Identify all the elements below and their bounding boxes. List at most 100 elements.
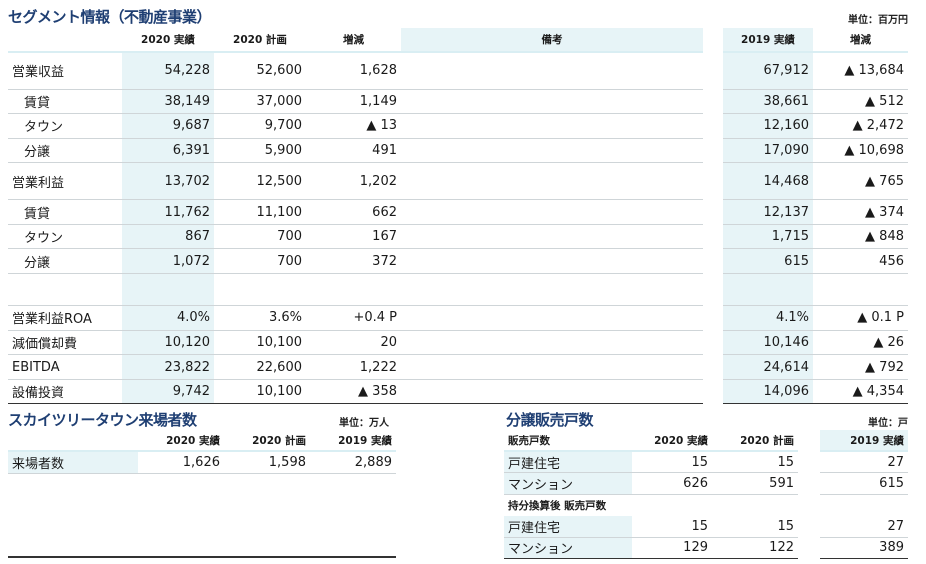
visitors-2020-actual: 1,626 <box>138 451 224 474</box>
row-label: 分譲 <box>8 248 122 275</box>
value-2020-plan: 10,100 <box>214 379 306 405</box>
value-2020-plan: 22,600 <box>214 354 306 380</box>
value-diff-2019: ▲ 765 <box>813 162 908 201</box>
value-2020-actual: 38,149 <box>122 89 214 115</box>
table-row: 営業利益ROA 4.0% 3.6% +0.4 P 4.1% ▲ 0.1 P <box>8 305 908 331</box>
value-diff-2019: ▲ 13,684 <box>813 52 908 90</box>
skytree-header-2019-actual: 2019 実績 <box>310 430 396 452</box>
sales-condo-2020-actual: 626 <box>632 472 712 495</box>
value-notes <box>401 224 703 250</box>
value-2020-actual: 6,391 <box>122 138 214 164</box>
table-row: 戸建住宅 15 15 27 <box>504 451 908 473</box>
value-diff-2019 <box>813 273 908 307</box>
table-row: 賃貸 11,762 11,100 662 12,137 ▲ 374 <box>8 199 908 225</box>
value-2020-actual: 11,762 <box>122 199 214 225</box>
value-2019-actual: 12,137 <box>723 199 813 225</box>
table-row: 減価償却費 10,120 10,100 20 10,146 ▲ 26 <box>8 330 908 356</box>
value-2020-actual: 54,228 <box>122 52 214 90</box>
value-2020-actual: 1,072 <box>122 248 214 275</box>
sales-equity-house-label: 戸建住宅 <box>504 515 632 538</box>
value-diff: ▲ 358 <box>306 379 401 405</box>
value-diff: 491 <box>306 138 401 164</box>
value-2019-actual: 14,468 <box>723 162 813 201</box>
header-diff: 増減 <box>306 28 401 53</box>
value-2019-actual: 615 <box>723 248 813 275</box>
value-diff-2019: ▲ 512 <box>813 89 908 115</box>
value-diff-2019: ▲ 2,472 <box>813 113 908 139</box>
value-2020-actual <box>122 273 214 307</box>
value-2020-actual: 10,120 <box>122 330 214 356</box>
row-label: 営業収益 <box>8 52 122 90</box>
value-2020-actual: 867 <box>122 224 214 250</box>
table-row: 営業収益 54,228 52,600 1,628 67,912 ▲ 13,684 <box>8 52 908 90</box>
sales-equity-condo-label: マンション <box>504 537 632 559</box>
value-2019-actual: 14,096 <box>723 379 813 405</box>
skytree-unit: 単位：万人 <box>339 418 389 429</box>
value-2019-actual: 17,090 <box>723 138 813 164</box>
row-label: EBITDA <box>8 354 122 380</box>
value-notes <box>401 199 703 225</box>
table-row: タウン 867 700 167 1,715 ▲ 848 <box>8 224 908 250</box>
value-notes <box>401 113 703 139</box>
value-2019-actual: 67,912 <box>723 52 813 90</box>
row-label: タウン <box>8 224 122 250</box>
header-2020-actual: 2020 実績 <box>122 28 214 53</box>
table-row <box>8 273 908 307</box>
row-label <box>8 273 122 307</box>
value-2019-actual: 38,661 <box>723 89 813 115</box>
table-row: 戸建住宅 15 15 27 <box>504 515 908 538</box>
table-row: EBITDA 23,822 22,600 1,222 24,614 ▲ 792 <box>8 354 908 380</box>
value-2019-actual: 12,160 <box>723 113 813 139</box>
value-2020-plan: 12,500 <box>214 162 306 201</box>
sales-house-2020-actual: 15 <box>632 451 712 473</box>
value-diff: 20 <box>306 330 401 356</box>
sales-house-2020-plan: 15 <box>712 451 798 473</box>
value-2020-plan: 9,700 <box>214 113 306 139</box>
table-row: 来場者数 1,626 1,598 2,889 <box>8 451 396 474</box>
divider <box>8 556 396 558</box>
value-2020-plan: 3.6% <box>214 305 306 331</box>
value-notes <box>401 305 703 331</box>
value-2020-plan: 52,600 <box>214 52 306 90</box>
value-2019-actual: 24,614 <box>723 354 813 380</box>
visitors-2020-plan: 1,598 <box>224 451 310 474</box>
sales-condo-2020-plan: 591 <box>712 472 798 495</box>
value-notes <box>401 379 703 405</box>
value-2020-actual: 9,687 <box>122 113 214 139</box>
value-diff-2019: ▲ 10,698 <box>813 138 908 164</box>
sales-equity-condo-2019-actual: 389 <box>820 537 908 559</box>
skytree-header-2020-actual: 2020 実績 <box>138 430 224 452</box>
sales-house-label: 戸建住宅 <box>504 451 632 473</box>
table-row: 設備投資 9,742 10,100 ▲ 358 14,096 ▲ 4,354 <box>8 379 908 405</box>
sales-house-2019-actual: 27 <box>820 451 908 473</box>
skytree-table: 2020 実績 2020 計画 2019 実績 来場者数 1,626 1,598… <box>8 430 396 474</box>
visitors-label: 来場者数 <box>8 451 138 474</box>
value-notes <box>401 138 703 164</box>
row-label: 設備投資 <box>8 379 122 405</box>
visitors-2019-actual: 2,889 <box>310 451 396 474</box>
value-diff: 372 <box>306 248 401 275</box>
value-2019-actual: 1,715 <box>723 224 813 250</box>
table-row: 賃貸 38,149 37,000 1,149 38,661 ▲ 512 <box>8 89 908 115</box>
value-2020-actual: 9,742 <box>122 379 214 405</box>
value-diff-2019: 456 <box>813 248 908 275</box>
value-2020-plan: 5,900 <box>214 138 306 164</box>
value-diff: 1,149 <box>306 89 401 115</box>
sales-header-2020-actual: 2020 実績 <box>632 430 712 452</box>
value-notes <box>401 330 703 356</box>
row-label: 営業利益 <box>8 162 122 201</box>
sales-equity-house-2020-plan: 15 <box>712 515 798 538</box>
value-diff: 1,222 <box>306 354 401 380</box>
value-diff: ▲ 13 <box>306 113 401 139</box>
value-notes <box>401 248 703 275</box>
value-diff: +0.4 P <box>306 305 401 331</box>
skytree-header-2020-plan: 2020 計画 <box>224 430 310 452</box>
value-notes <box>401 354 703 380</box>
header-2019-actual: 2019 実績 <box>723 28 813 53</box>
value-diff: 1,628 <box>306 52 401 90</box>
value-diff-2019: ▲ 374 <box>813 199 908 225</box>
value-diff <box>306 273 401 307</box>
segment-title: セグメント情報（不動産事業） <box>8 8 212 26</box>
sales-header-row: 販売戸数 2020 実績 2020 計画 2019 実績 <box>504 430 908 452</box>
row-label: 減価償却費 <box>8 330 122 356</box>
